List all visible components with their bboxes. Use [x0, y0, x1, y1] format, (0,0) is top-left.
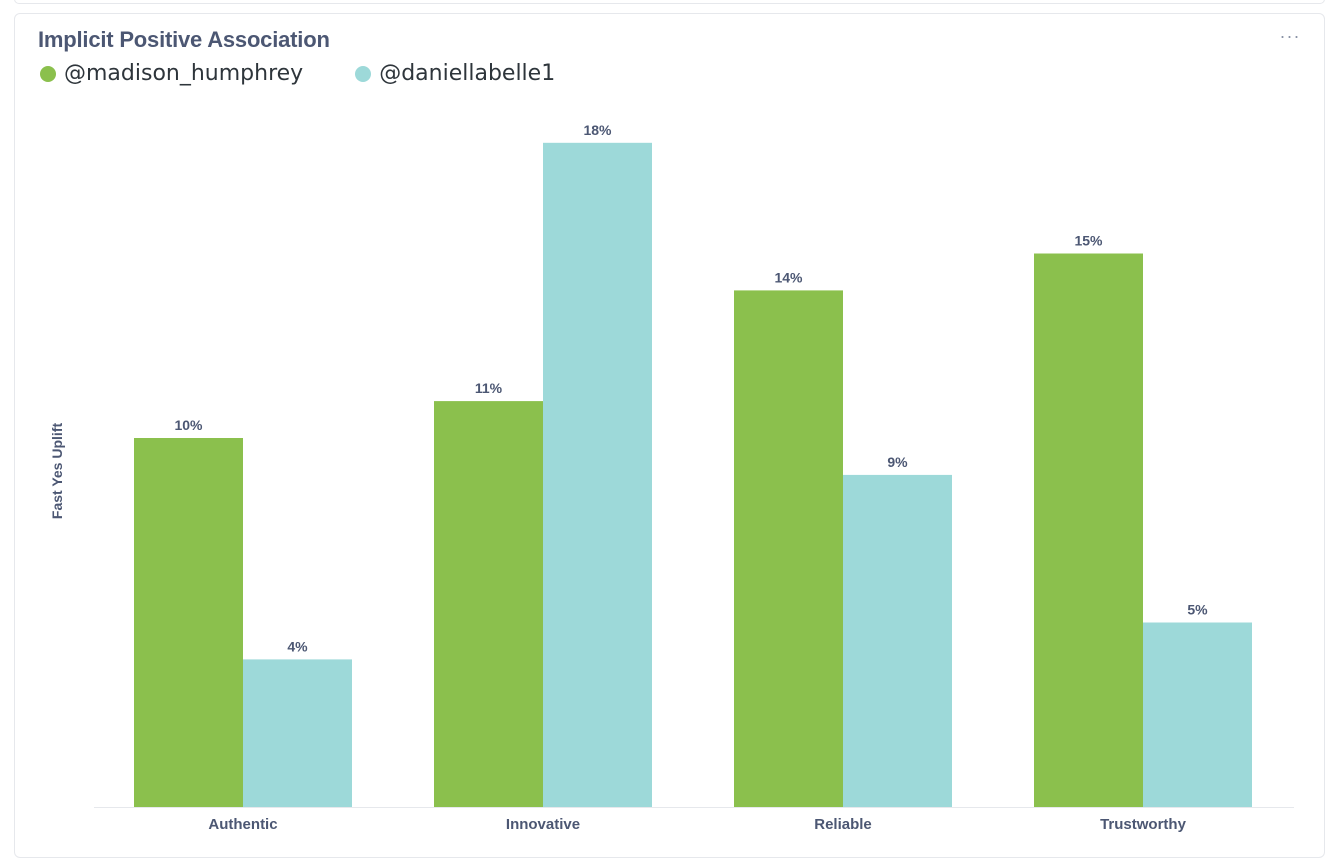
y-axis-label: Fast Yes Uplift: [49, 423, 65, 520]
more-options-button[interactable]: ···: [1278, 26, 1302, 48]
bar-innovative-series-0[interactable]: [434, 401, 543, 807]
chart-legend: @madison_humphrey @daniellabelle1: [40, 61, 607, 86]
bar-innovative-series-1[interactable]: [543, 142, 652, 808]
data-label: 14%: [774, 269, 803, 285]
chart-title: Implicit Positive Association: [38, 27, 330, 52]
bar-trustworthy-series-0[interactable]: [1034, 253, 1143, 808]
bar-authentic-series-0[interactable]: [134, 438, 243, 807]
legend-item-madison-humphrey[interactable]: @madison_humphrey: [40, 61, 303, 86]
data-label: 15%: [1074, 233, 1103, 249]
x-tick-label: Innovative: [506, 816, 580, 833]
legend-label: @madison_humphrey: [64, 61, 304, 86]
bar-authentic-series-1[interactable]: [243, 659, 352, 807]
data-label: 11%: [475, 380, 503, 396]
ellipsis-icon: ···: [1279, 26, 1301, 46]
data-label: 18%: [583, 122, 612, 138]
legend-item-daniellabelle1[interactable]: @daniellabelle1: [355, 61, 555, 86]
x-tick-label: Trustworthy: [1100, 816, 1186, 833]
legend-label: @daniellabelle1: [379, 61, 556, 86]
legend-swatch-teal: [355, 65, 372, 82]
data-label: 4%: [287, 638, 308, 654]
legend-swatch-green: [40, 65, 56, 82]
x-tick-label: Reliable: [814, 816, 872, 833]
data-label: 10%: [174, 417, 203, 433]
bar-trustworthy-series-1[interactable]: [1143, 622, 1252, 808]
bar-reliable-series-1[interactable]: [843, 474, 952, 807]
bar-reliable-series-0[interactable]: [734, 290, 843, 807]
data-label: 5%: [1187, 602, 1208, 618]
x-tick-label: Authentic: [208, 816, 277, 833]
data-label: 9%: [887, 454, 908, 470]
